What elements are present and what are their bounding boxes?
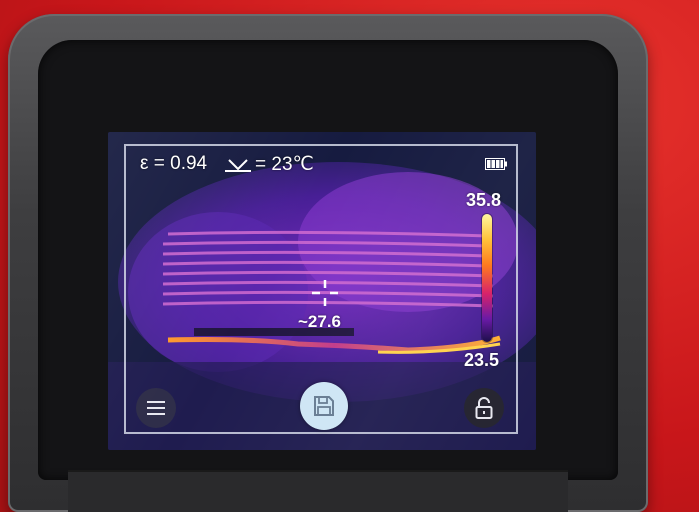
lock-button[interactable]: [464, 388, 504, 428]
hamburger-menu-icon: [147, 401, 165, 415]
thermal-image: [108, 132, 536, 450]
save-button[interactable]: [300, 382, 348, 430]
crosshair-icon: [312, 280, 338, 306]
device-lower-housing: [68, 470, 568, 512]
scale-min-temp: 23.5: [464, 350, 500, 370]
reflected-temperature-icon: [225, 158, 251, 172]
emissivity-readout: ε = 0.94: [140, 153, 208, 174]
thermal-display: ε = 0.94 = 23℃ 35.8 23.5: [108, 132, 536, 450]
scale-max-temp: 35.8: [466, 190, 502, 210]
floppy-disk-save-icon: [314, 396, 334, 416]
unlocked-padlock-icon: [475, 397, 493, 419]
center-temperature: ~27.6: [298, 312, 342, 331]
reflected-temp-readout: = 23℃: [225, 153, 314, 176]
menu-button[interactable]: [136, 388, 176, 428]
reflected-temp-value: = 23℃: [255, 154, 314, 175]
battery-icon: [485, 158, 507, 170]
temperature-color-bar: [482, 214, 492, 342]
